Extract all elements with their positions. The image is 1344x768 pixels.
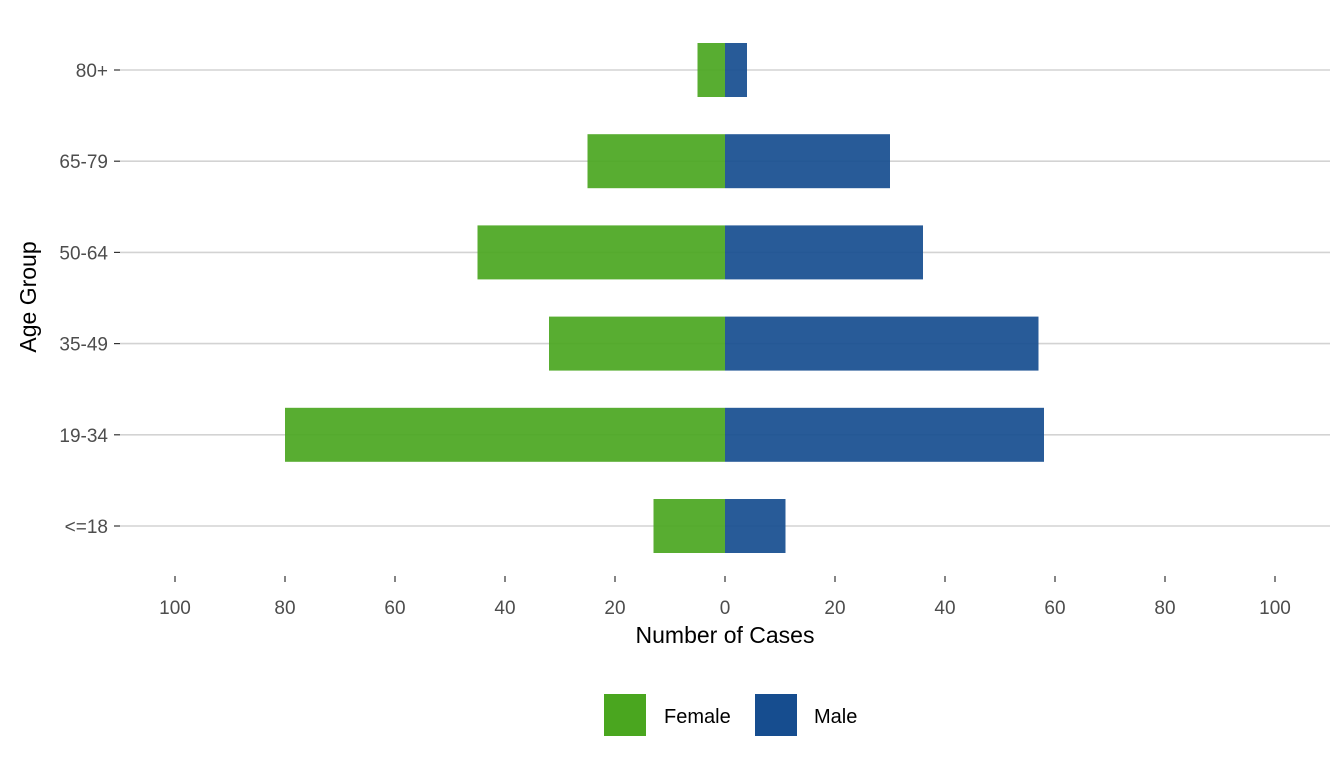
y-tick-label: <=18 — [65, 517, 108, 538]
bar-female — [477, 225, 725, 280]
bar-male — [725, 225, 923, 280]
bar-male — [725, 134, 890, 189]
x-tick-label: 0 — [720, 598, 731, 619]
bar-female — [587, 134, 725, 189]
bar-male — [725, 499, 786, 553]
bar-female — [697, 43, 725, 97]
x-tick-label: 80 — [1154, 598, 1175, 619]
bar-female — [549, 316, 725, 371]
bar-male — [725, 316, 1039, 371]
y-tick-label: 80+ — [76, 61, 108, 82]
bar-female — [653, 499, 725, 553]
x-tick-label: 60 — [384, 598, 405, 619]
x-tick-label: 80 — [274, 598, 295, 619]
y-axis-title: Age Group — [15, 241, 41, 352]
y-tick-label: 35-49 — [59, 335, 108, 356]
bar-male — [725, 43, 747, 97]
bar-female — [285, 407, 725, 462]
bar-male — [725, 407, 1044, 462]
x-axis-title: Number of Cases — [636, 622, 815, 648]
legend: Female Male — [604, 694, 857, 736]
bars — [285, 43, 1044, 553]
x-tick-label: 100 — [159, 598, 191, 619]
legend-label-female: Female — [664, 706, 731, 728]
x-tick-label: 20 — [604, 598, 625, 619]
x-tick-label: 40 — [494, 598, 515, 619]
y-tick-label: 50-64 — [59, 243, 108, 264]
y-tick-label: 19-34 — [59, 426, 108, 447]
x-tick-label: 20 — [824, 598, 845, 619]
x-tick-label: 40 — [934, 598, 955, 619]
x-axis: 100 80 60 40 20 0 20 40 60 80 100 — [159, 576, 1291, 619]
legend-key-male — [755, 694, 797, 736]
x-tick-label: 100 — [1259, 598, 1291, 619]
x-tick-label: 60 — [1044, 598, 1065, 619]
y-axis: <=18 19-34 35-49 50-64 65-79 80+ — [59, 61, 120, 538]
legend-label-male: Male — [814, 706, 857, 728]
legend-key-female — [604, 694, 646, 736]
y-tick-label: 65-79 — [59, 152, 108, 173]
